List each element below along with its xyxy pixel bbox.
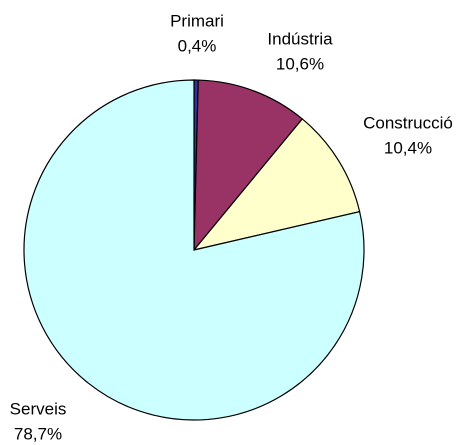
pie-slice bbox=[192, 118, 361, 251]
slice-label: Serveis bbox=[10, 399, 67, 418]
slice-value: 10,4% bbox=[384, 138, 432, 157]
pie-slice bbox=[23, 79, 365, 421]
slice-label: Indústria bbox=[267, 29, 333, 48]
slice-value: 10,6% bbox=[276, 54, 324, 73]
slice-value: 0,4% bbox=[178, 36, 217, 55]
slice-label: Construcció bbox=[363, 113, 453, 132]
pie-slice bbox=[193, 79, 304, 252]
slice-label: Primari bbox=[170, 11, 224, 30]
slice-value: 78,7% bbox=[14, 424, 62, 443]
